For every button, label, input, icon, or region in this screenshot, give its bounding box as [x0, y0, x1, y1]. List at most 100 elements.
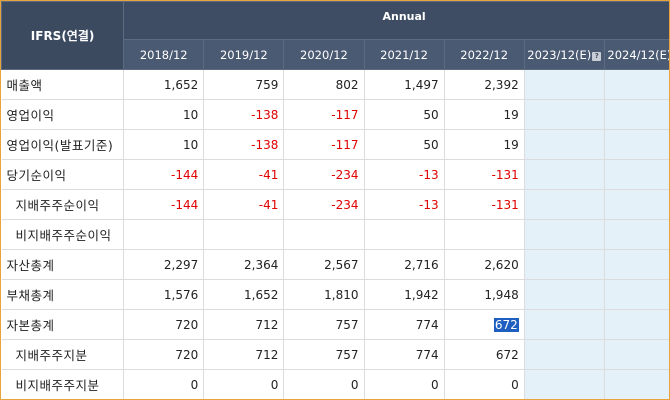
- row-label: 비지배주주순이익: [1, 219, 125, 250]
- value-cell: 2,364: [203, 249, 285, 280]
- value-cell: -13: [364, 189, 445, 220]
- value-cell: 0: [283, 369, 365, 399]
- value-cell: 1,652: [203, 279, 285, 310]
- value-cell: -138: [203, 99, 285, 130]
- row-label: 자산총계: [1, 249, 125, 280]
- value-cell: 2,297: [123, 249, 205, 280]
- estimate-cell: [524, 159, 605, 190]
- table-row: 지배주주순이익 -144 -41 -234 -13 -131: [1, 189, 669, 220]
- estimate-cell: [524, 279, 605, 310]
- estimate-cell: [524, 189, 605, 220]
- table-row: 자본총계 720 712 757 774 672: [1, 309, 669, 340]
- value-cell: -117: [283, 129, 365, 160]
- row-label: 매출액: [1, 69, 125, 100]
- value-cell: 672: [444, 339, 525, 370]
- value-cell: 720: [123, 309, 205, 340]
- value-cell: 1,810: [283, 279, 365, 310]
- value-cell: 2,567: [283, 249, 365, 280]
- year-header-2020: 2020/12: [283, 39, 365, 70]
- table-row: 영업이익(발표기준) 10 -138 -117 50 19: [1, 129, 669, 160]
- annual-header: Annual: [123, 1, 669, 40]
- table-row: 자산총계 2,297 2,364 2,567 2,716 2,620: [1, 249, 669, 280]
- estimate-cell: [604, 339, 669, 370]
- estimate-cell: [604, 159, 669, 190]
- value-cell: 50: [364, 129, 445, 160]
- row-label: 지배주주지분: [1, 339, 125, 370]
- estimate-cell: [604, 99, 669, 130]
- year-header-2023-estimate: 2023/12(E)?: [523, 39, 605, 70]
- value-cell: 19: [444, 129, 525, 160]
- estimate-cell: [604, 249, 669, 280]
- estimate-cell: [524, 99, 605, 130]
- value-cell: -131: [444, 189, 525, 220]
- year-header-2021: 2021/12: [363, 39, 445, 70]
- value-cell: 1,948: [444, 279, 525, 310]
- row-label: 당기순이익: [1, 159, 125, 190]
- value-cell: -234: [283, 159, 365, 190]
- value-cell: 712: [203, 309, 285, 340]
- value-cell: 720: [123, 339, 205, 370]
- value-cell: 774: [364, 339, 445, 370]
- row-label: 비지배주주지분: [1, 369, 125, 399]
- estimate-cell: [524, 309, 605, 340]
- value-cell: [283, 219, 365, 250]
- value-cell: [203, 219, 285, 250]
- year-header-2024-estimate: 2024/12(E)?: [603, 39, 670, 70]
- value-cell: 2,620: [444, 249, 525, 280]
- year-header-2022: 2022/12: [443, 39, 525, 70]
- value-cell: 759: [203, 69, 285, 100]
- value-cell: -144: [123, 159, 205, 190]
- estimate-cell: [524, 219, 605, 250]
- value-cell: [444, 219, 525, 250]
- year-header-2019: 2019/12: [203, 39, 285, 70]
- table-row: 부채총계 1,576 1,652 1,810 1,942 1,948: [1, 279, 669, 310]
- value-cell: 0: [123, 369, 205, 399]
- row-label: 자본총계: [1, 309, 125, 340]
- estimate-cell: [604, 369, 669, 399]
- value-cell: 712: [203, 339, 285, 370]
- value-cell: 672: [444, 309, 525, 340]
- value-cell: 19: [444, 99, 525, 130]
- estimate-cell: [604, 69, 669, 100]
- year-header-2018: 2018/12: [123, 39, 205, 70]
- value-cell: [123, 219, 205, 250]
- value-cell: 2,392: [444, 69, 525, 100]
- table-row: 비지배주주지분 0 0 0 0 0: [1, 369, 669, 399]
- estimate-cell: [524, 369, 605, 399]
- value-cell: -234: [283, 189, 365, 220]
- selected-value[interactable]: 672: [493, 317, 519, 332]
- estimate-cell: [604, 189, 669, 220]
- value-cell: -117: [283, 99, 365, 130]
- year-label-2023e: 2023/12(E): [527, 47, 592, 62]
- value-cell: 757: [283, 309, 365, 340]
- value-cell: [364, 219, 445, 250]
- ifrs-header: IFRS(연결): [1, 1, 125, 70]
- value-cell: 1,652: [123, 69, 205, 100]
- table-body: 매출액 1,652 759 802 1,497 2,392 영업이익 10 -138 -117 50…: [1, 69, 669, 399]
- value-cell: -41: [203, 189, 285, 220]
- value-cell: -41: [203, 159, 285, 190]
- row-label: 영업이익: [1, 99, 125, 130]
- value-cell: 10: [123, 99, 205, 130]
- value-cell: 0: [203, 369, 285, 399]
- estimate-cell: [604, 309, 669, 340]
- value-cell: 757: [283, 339, 365, 370]
- value-cell: -131: [444, 159, 525, 190]
- table-row: 지배주주지분 720 712 757 774 672: [1, 339, 669, 370]
- value-cell: 1,576: [123, 279, 205, 310]
- estimate-help-icon[interactable]: ?: [592, 51, 602, 61]
- value-cell: 1,942: [364, 279, 445, 310]
- value-cell: 10: [123, 129, 205, 160]
- table-row: 매출액 1,652 759 802 1,497 2,392: [1, 69, 669, 100]
- value-cell: 2,716: [364, 249, 445, 280]
- row-label: 지배주주순이익: [1, 189, 125, 220]
- value-cell: 0: [364, 369, 445, 399]
- estimate-cell: [524, 249, 605, 280]
- estimate-cell: [524, 69, 605, 100]
- estimate-cell: [604, 279, 669, 310]
- table-row: 당기순이익 -144 -41 -234 -13 -131: [1, 159, 669, 190]
- estimate-cell: [604, 219, 669, 250]
- year-label-2024e: 2024/12(E): [607, 47, 670, 62]
